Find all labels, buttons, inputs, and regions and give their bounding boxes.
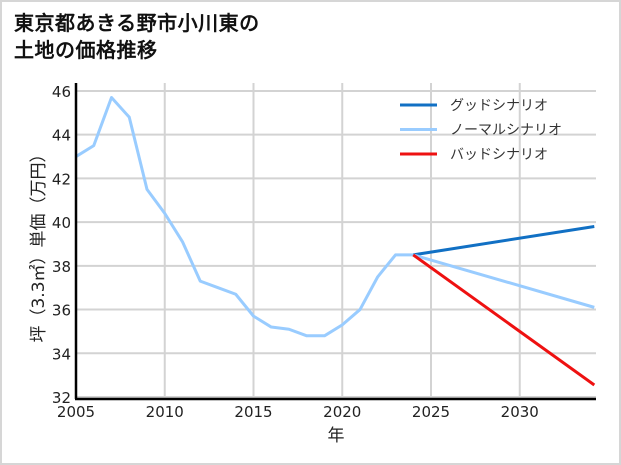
title-line-1: 東京都あきる野市小川東の bbox=[14, 11, 260, 35]
y-tick-label: 32 bbox=[52, 389, 71, 407]
series-line bbox=[75, 96, 414, 338]
y-tick-label: 44 bbox=[52, 127, 71, 145]
tick-labels: 32 34 36 38 40 42 44 46 2005 2010 2015 2020 2025 2030 bbox=[52, 83, 539, 421]
y-tick-label: 36 bbox=[52, 302, 71, 320]
title-line-2: 土地の価格推移 bbox=[14, 38, 158, 62]
y-axis-label: 坪（3.3㎡）単価（万円） bbox=[29, 145, 49, 342]
series-line bbox=[412, 253, 596, 387]
series-line bbox=[412, 253, 595, 309]
data-lines bbox=[75, 96, 596, 387]
x-tick-label: 2015 bbox=[234, 403, 272, 421]
legend-label: グッドシナリオ bbox=[450, 98, 548, 114]
y-tick-label: 40 bbox=[52, 214, 71, 232]
series-line bbox=[413, 225, 595, 257]
x-tick-label: 2025 bbox=[412, 403, 450, 421]
axes bbox=[74, 83, 596, 401]
gridlines bbox=[76, 83, 596, 398]
chart-title: 東京都あきる野市小川東の 土地の価格推移 bbox=[14, 10, 260, 64]
y-tick-label: 34 bbox=[52, 345, 71, 363]
x-tick-label: 2010 bbox=[146, 403, 184, 421]
y-tick-label: 46 bbox=[52, 83, 71, 101]
y-tick-label: 38 bbox=[52, 258, 71, 276]
x-tick-label: 2020 bbox=[323, 403, 361, 421]
legend-label: バッドシナリオ bbox=[450, 147, 548, 163]
legend-label: ノーマルシナリオ bbox=[450, 123, 562, 139]
y-tick-label: 42 bbox=[52, 170, 71, 188]
x-tick-label: 2030 bbox=[501, 403, 539, 421]
x-tick-label: 2005 bbox=[57, 403, 95, 421]
x-axis-label: 年 bbox=[328, 426, 345, 446]
